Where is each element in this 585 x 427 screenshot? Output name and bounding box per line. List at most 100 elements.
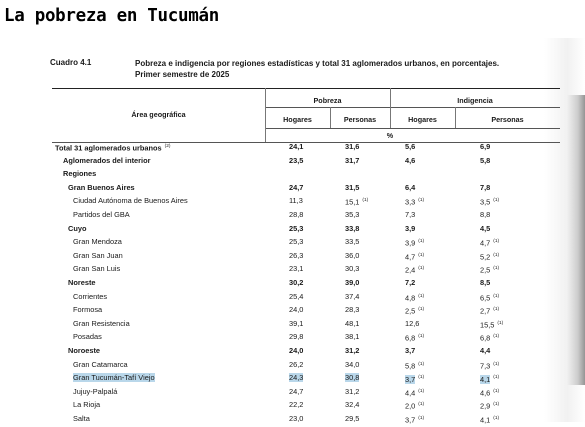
cell-value: 26,3 bbox=[289, 250, 304, 260]
row-label: Gran San Juan bbox=[55, 249, 123, 263]
cell-value: 6,8 bbox=[405, 333, 416, 343]
table-row: Gran Tucumán-Tafí Viejo 24,3 30,8 3,7 (1) 4,1… bbox=[55, 371, 560, 385]
table-cell: 3,9 (1) bbox=[405, 235, 465, 250]
cell-value: 2,5 bbox=[405, 306, 416, 316]
table-cell: 31,2 bbox=[345, 385, 405, 399]
table-row: Salta 23,0 29,5 3,7 (1) 4,1 (1) bbox=[55, 412, 560, 426]
table-cell: 6,9 bbox=[480, 140, 540, 154]
table-row: Gran San Juan 26,3 36,0 4,7 (1) 5,2 (1) bbox=[55, 249, 560, 263]
table-row: Gran Resistencia 39,1 48,1 12,6 15,5 (1) bbox=[55, 317, 560, 331]
row-label-text: Noreste bbox=[68, 277, 96, 287]
row-label-text: Regiones bbox=[63, 169, 97, 179]
row-label-text: Aglomerados del interior bbox=[63, 155, 151, 165]
table-cell: 24,7 bbox=[289, 385, 349, 399]
cell-value: 33,8 bbox=[345, 223, 360, 233]
cell-value: 7,3 bbox=[405, 209, 416, 219]
header-vertical-rule bbox=[455, 107, 456, 128]
table-cell: 28,8 bbox=[289, 208, 349, 222]
footnote-marker: (2) bbox=[164, 144, 171, 149]
cell-value: 4,5 bbox=[480, 223, 491, 233]
table-cell: 3,7 (1) bbox=[405, 371, 465, 386]
table-row: Total 31 aglomerados urbanos (2) 24,1 31,6 5… bbox=[55, 140, 560, 154]
table-row: Gran San Luis 23,1 30,3 2,4 (1) 2,5 (1) bbox=[55, 262, 560, 276]
cell-value: 32,4 bbox=[345, 400, 360, 410]
cell-value: 2,9 bbox=[480, 401, 491, 411]
column-header-pobreza-hogares: Hogares bbox=[283, 115, 312, 124]
row-label-text: Ciudad Autónoma de Buenos Aires bbox=[73, 196, 188, 206]
cell-value: 24,1 bbox=[289, 142, 304, 151]
footnote-marker: (1) bbox=[493, 375, 500, 381]
cell-value: 8,8 bbox=[480, 209, 491, 219]
table-row: Posadas 29,8 38,1 6,8 (1) 6,8 (1) bbox=[55, 330, 560, 344]
cell-value: 24,7 bbox=[289, 182, 304, 192]
table-cell: 25,3 bbox=[289, 222, 349, 236]
row-label: Aglomerados del interior bbox=[55, 154, 150, 168]
header-vertical-rule bbox=[330, 107, 331, 128]
table-cell: 25,4 bbox=[289, 290, 349, 304]
cell-value: 30,8 bbox=[345, 373, 360, 383]
cell-value: 4,7 bbox=[480, 238, 491, 248]
cell-value: 23,5 bbox=[289, 155, 304, 165]
footnote-marker: (1) bbox=[418, 307, 425, 313]
table-cell: 4,4 (1) bbox=[405, 385, 465, 400]
table-cell: 15,1 (1) bbox=[345, 194, 405, 209]
cell-value: 22,2 bbox=[289, 400, 304, 410]
footnote-marker: (1) bbox=[493, 415, 500, 421]
row-label-text: Gran Catamarca bbox=[73, 359, 128, 369]
cell-value: 31,7 bbox=[345, 155, 360, 165]
table-cell: 2,7 (1) bbox=[480, 303, 540, 318]
table-cell: 33,5 bbox=[345, 235, 405, 249]
cell-value: 28,3 bbox=[345, 305, 360, 315]
cell-value: 4,1 bbox=[480, 415, 491, 425]
row-label-text: Partidos del GBA bbox=[73, 209, 130, 219]
cell-value: 29,8 bbox=[289, 332, 304, 342]
table-cell: 5,8 bbox=[480, 154, 540, 168]
page-edge-shadow bbox=[567, 95, 585, 385]
table-cell: 37,4 bbox=[345, 290, 405, 304]
table-cell: 11,3 bbox=[289, 194, 349, 208]
cell-value: 39,1 bbox=[289, 318, 304, 328]
cell-value: 39,0 bbox=[345, 277, 360, 287]
table-row: Gran Catamarca 26,2 34,0 5,8 (1) 7,3 (1) bbox=[55, 358, 560, 372]
row-label-text: Gran Buenos Aires bbox=[68, 182, 135, 192]
cell-value: 8,5 bbox=[480, 277, 491, 287]
table-cell: 2,5 (1) bbox=[480, 262, 540, 277]
table-cell: 29,5 bbox=[345, 412, 405, 426]
cell-value: 24,3 bbox=[289, 373, 304, 383]
footnote-marker: (1) bbox=[418, 388, 425, 394]
row-label: Gran Resistencia bbox=[55, 317, 130, 331]
cell-value: 48,1 bbox=[345, 318, 360, 328]
table-cell: 3,5 (1) bbox=[480, 194, 540, 209]
column-header-area: Área geográfica bbox=[131, 110, 186, 119]
table-cell: 31,5 bbox=[345, 181, 405, 195]
table-cell: 24,0 bbox=[289, 303, 349, 317]
footnote-marker: (1) bbox=[493, 361, 500, 367]
table-cell: 5,8 (1) bbox=[405, 358, 465, 373]
table-row: Gran Buenos Aires 24,7 31,5 6,4 7,8 bbox=[55, 181, 560, 195]
cell-value: 23,1 bbox=[289, 264, 304, 274]
cell-value: 36,0 bbox=[345, 250, 360, 260]
cell-value: 5,2 bbox=[480, 252, 491, 262]
footnote-marker: (1) bbox=[497, 320, 504, 326]
row-label-text: Formosa bbox=[73, 305, 103, 315]
row-label: Partidos del GBA bbox=[55, 208, 130, 222]
cell-value: 31,6 bbox=[345, 142, 360, 151]
table-row: Jujuy-Palpalá 24,7 31,2 4,4 (1) 4,6 (1) bbox=[55, 385, 560, 399]
table-cell: 6,4 bbox=[405, 181, 465, 195]
row-label: Jujuy-Palpalá bbox=[55, 385, 117, 399]
table-cell: 24,7 bbox=[289, 181, 349, 195]
cell-value: 35,3 bbox=[345, 209, 360, 219]
row-label: Gran Buenos Aires bbox=[55, 181, 135, 195]
footnote-marker: (1) bbox=[418, 415, 425, 421]
table-cell: 4,6 (1) bbox=[480, 385, 540, 400]
table-cell: 4,4 bbox=[480, 344, 540, 358]
cell-value: 2,0 bbox=[405, 401, 416, 411]
row-label: Cuyo bbox=[55, 222, 86, 236]
row-label-text: Gran San Juan bbox=[73, 250, 123, 260]
table-cell: 5,6 bbox=[405, 140, 465, 154]
table-cell: 32,4 bbox=[345, 398, 405, 412]
unit-label: % bbox=[386, 131, 394, 140]
column-group-indigencia: Indigencia bbox=[457, 96, 493, 105]
table-cell: 26,3 bbox=[289, 249, 349, 263]
table-cell: 24,0 bbox=[289, 344, 349, 358]
